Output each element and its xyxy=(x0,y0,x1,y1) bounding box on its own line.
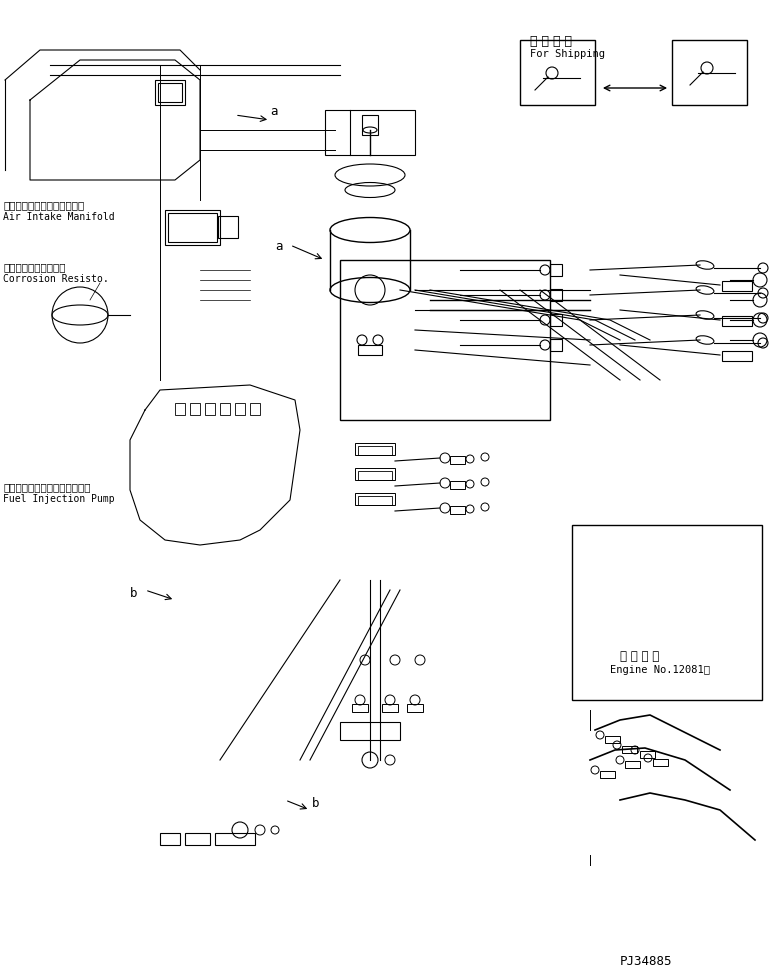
Bar xyxy=(218,216,238,238)
Bar xyxy=(155,80,185,105)
Bar xyxy=(220,403,230,415)
Bar xyxy=(215,833,255,845)
Bar xyxy=(722,316,752,326)
Bar xyxy=(450,506,465,514)
Bar xyxy=(622,746,637,753)
Bar xyxy=(572,525,762,700)
Bar xyxy=(450,481,465,489)
Bar xyxy=(550,339,562,351)
Text: Fuel Injection Pump: Fuel Injection Pump xyxy=(3,494,115,504)
Bar xyxy=(600,771,615,778)
Bar xyxy=(355,493,395,505)
Text: a: a xyxy=(275,240,283,253)
Bar xyxy=(168,213,217,242)
Bar xyxy=(175,403,185,415)
Text: エアーインテークマニホルド: エアーインテークマニホルド xyxy=(3,200,84,210)
Text: a: a xyxy=(270,105,278,118)
Text: コロージョンレジスタ: コロージョンレジスタ xyxy=(3,262,66,272)
Text: b: b xyxy=(130,587,138,600)
Bar xyxy=(158,83,182,102)
Text: 適 用 号 機: 適 用 号 機 xyxy=(620,650,659,663)
Text: フェルインジェクションポンプ: フェルインジェクションポンプ xyxy=(3,482,91,492)
Bar xyxy=(362,115,378,135)
Text: Engine No.12081～: Engine No.12081～ xyxy=(610,665,710,675)
Bar xyxy=(672,40,747,105)
Bar xyxy=(450,456,465,464)
Bar xyxy=(550,264,562,276)
Bar xyxy=(325,110,415,155)
Text: 運 搪 部 品: 運 搪 部 品 xyxy=(530,35,572,48)
Bar xyxy=(358,345,382,355)
Text: PJ34885: PJ34885 xyxy=(620,955,673,968)
Bar xyxy=(550,289,562,301)
Bar xyxy=(358,471,392,480)
Bar xyxy=(640,751,655,758)
Bar xyxy=(605,736,620,743)
Bar xyxy=(722,281,752,291)
Bar xyxy=(235,403,245,415)
Text: Corrosion Resisto.: Corrosion Resisto. xyxy=(3,274,109,284)
Bar xyxy=(340,260,550,420)
Bar xyxy=(340,722,400,740)
Bar xyxy=(653,759,668,766)
Text: For Shipping: For Shipping xyxy=(530,49,605,59)
Bar xyxy=(407,704,423,712)
Circle shape xyxy=(546,67,558,79)
Bar xyxy=(355,443,395,455)
Bar xyxy=(205,403,215,415)
Bar xyxy=(625,761,640,768)
Polygon shape xyxy=(30,60,200,180)
Bar xyxy=(352,704,368,712)
Bar xyxy=(520,40,595,105)
Bar xyxy=(190,403,200,415)
Bar xyxy=(722,351,752,361)
Bar xyxy=(358,496,392,505)
Bar xyxy=(160,833,180,845)
Bar xyxy=(165,210,220,245)
Circle shape xyxy=(701,62,713,74)
Bar xyxy=(550,314,562,326)
Text: Air Intake Manifold: Air Intake Manifold xyxy=(3,212,115,222)
Bar xyxy=(358,446,392,455)
Bar xyxy=(382,704,398,712)
Text: b: b xyxy=(312,797,320,810)
Bar xyxy=(250,403,260,415)
Polygon shape xyxy=(130,385,300,545)
Bar xyxy=(355,468,395,480)
Bar xyxy=(185,833,210,845)
